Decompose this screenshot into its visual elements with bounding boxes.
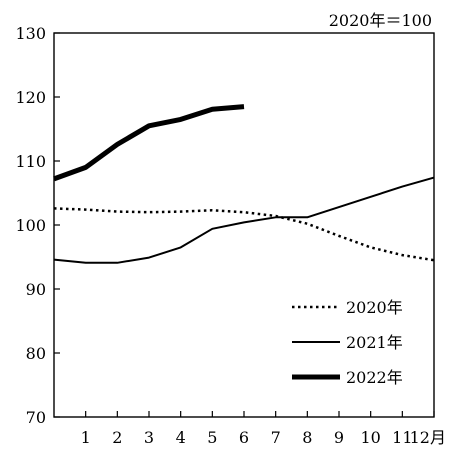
x-tick-label: 11 — [392, 428, 412, 447]
legend-label-3: 2022年 — [346, 368, 403, 387]
x-tick-label: 2 — [112, 428, 122, 447]
series-line-2 — [53, 176, 435, 264]
legend: 2020年 2021年 2022年 — [292, 298, 403, 387]
y-tick-label: 100 — [15, 216, 46, 235]
y-tick-label: 70 — [26, 408, 46, 427]
x-tick-label: 4 — [176, 428, 186, 447]
plot-frame — [53, 32, 435, 418]
x-tick-label: 8 — [302, 428, 312, 447]
y-tick-label: 80 — [26, 344, 46, 363]
series-line-3 — [53, 104, 245, 182]
series-layer — [53, 104, 435, 264]
y-tick-label: 110 — [15, 152, 46, 171]
x-tick-label: 10 — [360, 428, 380, 447]
legend-label-1: 2020年 — [346, 298, 403, 317]
y-tick-label: 130 — [15, 24, 46, 43]
legend-label-2: 2021年 — [346, 333, 403, 352]
x-tick-label: 3 — [144, 428, 154, 447]
x-tick-label: 9 — [334, 428, 344, 447]
x-tick-label: 12月 — [410, 428, 446, 447]
y-tick-label: 90 — [26, 280, 46, 299]
x-tick-label: 5 — [207, 428, 217, 447]
y-axis: 70 80 90 100 110 120 130 — [15, 24, 60, 427]
y-tick-label: 120 — [15, 88, 46, 107]
unit-note: 2020年＝100 — [329, 11, 432, 30]
series-line-1 — [53, 207, 435, 262]
x-tick-label: 1 — [81, 428, 91, 447]
x-tick-label: 7 — [271, 428, 281, 447]
x-tick-label: 6 — [239, 428, 249, 447]
